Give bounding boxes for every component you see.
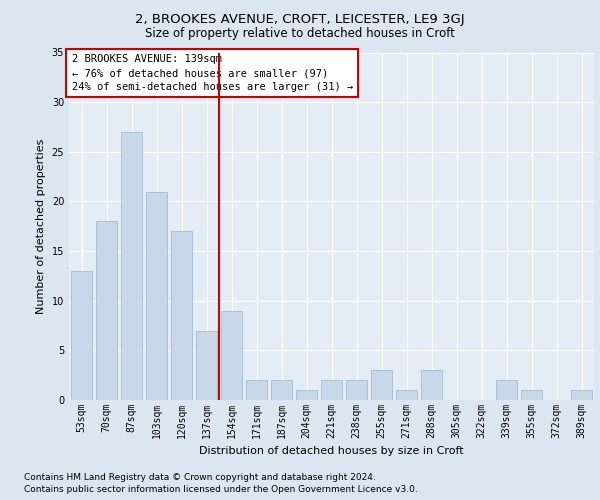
Bar bbox=[571, 390, 592, 400]
Bar bbox=[421, 370, 442, 400]
Bar bbox=[221, 310, 242, 400]
Bar bbox=[346, 380, 367, 400]
Bar bbox=[96, 222, 117, 400]
X-axis label: Distribution of detached houses by size in Croft: Distribution of detached houses by size … bbox=[199, 446, 464, 456]
Bar bbox=[396, 390, 417, 400]
Bar bbox=[496, 380, 517, 400]
Text: Size of property relative to detached houses in Croft: Size of property relative to detached ho… bbox=[145, 28, 455, 40]
Text: Contains public sector information licensed under the Open Government Licence v3: Contains public sector information licen… bbox=[24, 485, 418, 494]
Bar bbox=[521, 390, 542, 400]
Bar bbox=[271, 380, 292, 400]
Bar bbox=[71, 271, 92, 400]
Bar bbox=[371, 370, 392, 400]
Text: Contains HM Land Registry data © Crown copyright and database right 2024.: Contains HM Land Registry data © Crown c… bbox=[24, 472, 376, 482]
Bar bbox=[146, 192, 167, 400]
Bar bbox=[246, 380, 267, 400]
Bar bbox=[296, 390, 317, 400]
Y-axis label: Number of detached properties: Number of detached properties bbox=[36, 138, 46, 314]
Bar bbox=[196, 330, 217, 400]
Bar bbox=[121, 132, 142, 400]
Bar bbox=[171, 231, 192, 400]
Text: 2, BROOKES AVENUE, CROFT, LEICESTER, LE9 3GJ: 2, BROOKES AVENUE, CROFT, LEICESTER, LE9… bbox=[135, 12, 465, 26]
Text: 2 BROOKES AVENUE: 139sqm
← 76% of detached houses are smaller (97)
24% of semi-d: 2 BROOKES AVENUE: 139sqm ← 76% of detach… bbox=[71, 54, 353, 92]
Bar bbox=[321, 380, 342, 400]
